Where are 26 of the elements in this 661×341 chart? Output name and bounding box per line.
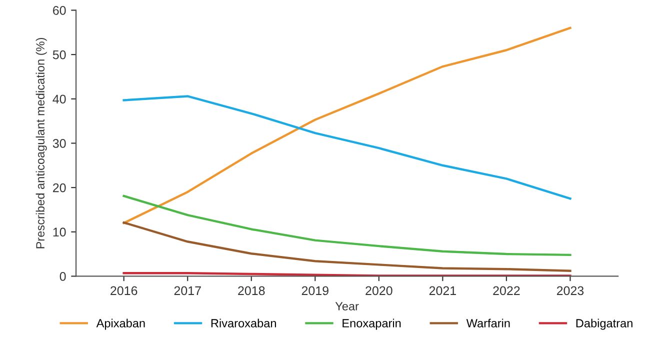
legend-label: Enoxaparin — [342, 318, 401, 330]
x-axis-title: Year — [335, 302, 359, 310]
line-series — [122, 221, 572, 272]
x-tick-label: 2019 — [302, 286, 328, 296]
line-series — [122, 95, 572, 200]
x-tick-label: 2016 — [110, 286, 138, 296]
x-tick-label: 2017 — [174, 286, 201, 296]
y-tick-label: 30 — [52, 139, 66, 148]
legend-label: Dabigatran — [576, 318, 632, 330]
x-tick-label: 2021 — [429, 286, 456, 296]
x-tick-label: 2018 — [238, 286, 265, 296]
line-series — [122, 26, 572, 224]
y-tick-label: 40 — [52, 94, 66, 104]
y-tick-label: 20 — [53, 183, 66, 192]
legend-label: Apixaban — [96, 318, 145, 330]
y-tick-label: 60 — [53, 6, 66, 15]
legend-label: Rivaroxaban — [211, 318, 276, 328]
y-tick-label: 50 — [52, 50, 66, 60]
y-tick-label: 0 — [60, 272, 66, 281]
y-axis-title: Prescribed anticoagulant medication (%) — [36, 38, 47, 248]
line-series — [122, 194, 572, 256]
legend-label: Warfarin — [466, 318, 510, 328]
x-tick-label: 2020 — [366, 286, 392, 296]
x-tick-label: 2022 — [493, 286, 520, 296]
x-tick-label: 2023 — [556, 286, 584, 296]
y-tick-label: 10 — [53, 228, 66, 237]
